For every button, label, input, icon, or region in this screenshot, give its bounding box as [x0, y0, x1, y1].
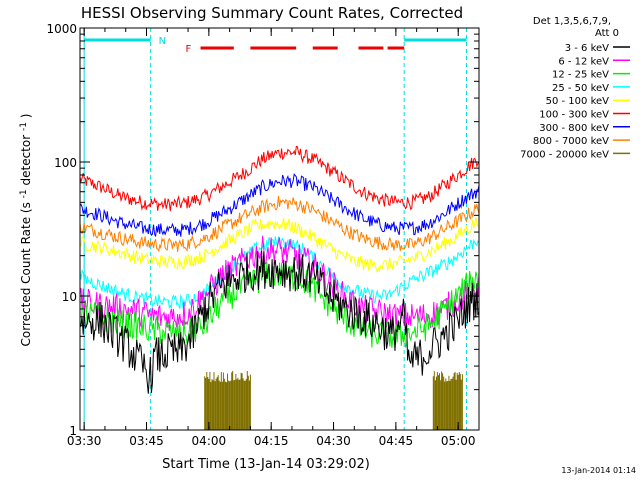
y-tick-label-2: 100: [54, 156, 77, 170]
footer-date: 13-Jan-2014 01:14: [561, 466, 636, 475]
y-tick-label-0: 1: [69, 424, 77, 438]
series-line-0: [79, 250, 480, 394]
legend-label-4: 50 - 100 keV: [546, 96, 610, 107]
legend-header-line-1: Det 1,3,5,6,7,9,: [533, 16, 611, 27]
legend-label-5: 100 - 300 keV: [539, 110, 609, 121]
y-tick-label-3: 1000: [46, 22, 77, 36]
x-tick-label-5: 04:45: [379, 434, 414, 448]
series-line-7: [79, 195, 480, 253]
x-tick-label-1: 03:45: [129, 434, 164, 448]
burst-1: [432, 371, 463, 430]
y-axis-label-sup1: -1: [19, 189, 29, 198]
y-tick-label-1: 10: [62, 290, 77, 304]
series-line-1: [79, 235, 480, 331]
legend-label-3: 25 - 50 keV: [552, 83, 609, 94]
flare-label: F: [186, 44, 192, 55]
legend-label-8: 7000 - 20000 keV: [520, 149, 609, 160]
plot-frame: [79, 27, 480, 431]
x-tick-label-0: 03:30: [67, 434, 102, 448]
legend-label-6: 300 - 800 keV: [539, 123, 609, 134]
legend: Det 1,3,5,6,7,9, Att 0 3 - 6 keV 6 - 12 k…: [520, 16, 630, 160]
burst-0: [204, 370, 251, 430]
series-line-5: [79, 145, 480, 212]
legend-label-1: 6 - 12 keV: [558, 56, 609, 67]
plot-area: N F 03:30 03:45 04:00 04:15 04:30 04:45 05:00 1 10…: [46, 22, 480, 448]
legend-label-0: 3 - 6 keV: [565, 43, 609, 54]
series-line-4: [79, 217, 480, 274]
y-axis-label-end: ): [19, 114, 33, 119]
y-axis-label-main: Corrected Count Rate (s: [19, 202, 33, 346]
y-axis-label-sup2: -1: [19, 122, 29, 131]
x-axis-label: Start Time (13-Jan-14 03:29:02): [162, 457, 370, 472]
x-tick-label-4: 04:30: [316, 434, 351, 448]
x-tick-label-2: 04:00: [192, 434, 227, 448]
y-axis-label-group: Corrected Count Rate (s -1 detector -1 ): [15, 114, 33, 347]
series-line-2: [79, 260, 480, 349]
y-axis-label-mid: detector: [19, 135, 33, 186]
night-label: N: [159, 36, 166, 47]
chart-title: HESSI Observing Summary Count Rates, Cor…: [81, 4, 463, 22]
y-axis-label: Corrected Count Rate (s -1 detector -1 ): [15, 114, 33, 347]
series-line-6: [79, 173, 480, 237]
x-tick-label-3: 04:15: [254, 434, 289, 448]
x-tick-label-6: 05:00: [441, 434, 476, 448]
legend-header-line-2: Att 0: [595, 28, 619, 39]
series-line-3: [79, 236, 480, 310]
legend-label-7: 800 - 7000 keV: [533, 136, 609, 147]
legend-label-2: 12 - 25 keV: [552, 70, 609, 81]
